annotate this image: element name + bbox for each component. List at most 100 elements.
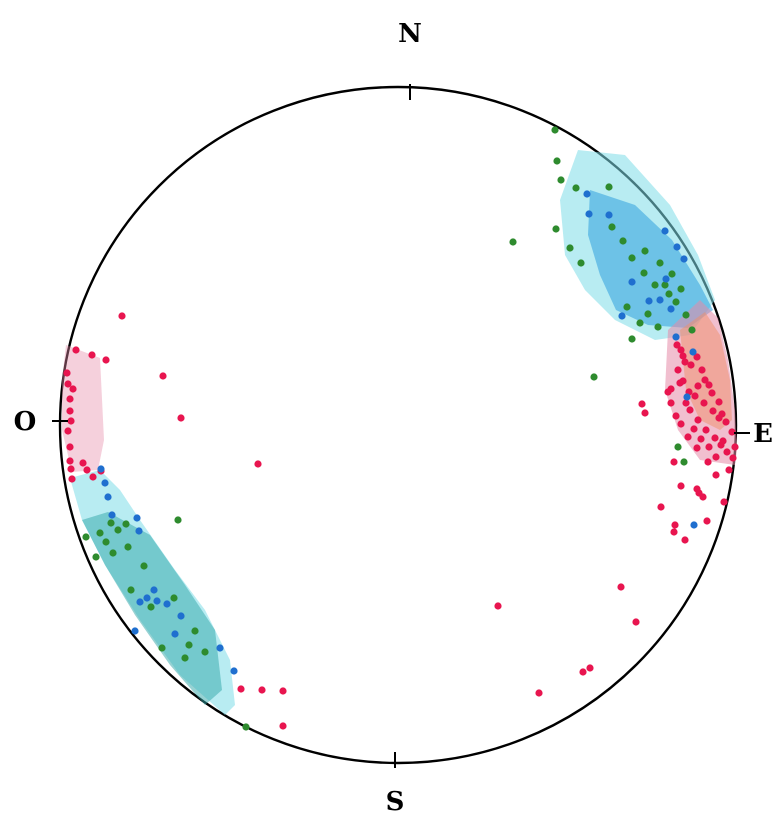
blue-pole-point — [689, 348, 697, 356]
blue-pole-point — [583, 190, 591, 198]
green-pole-point — [628, 254, 636, 262]
green-pole-point — [124, 543, 132, 551]
blue-pole-point — [661, 227, 669, 235]
green-pole-point — [566, 244, 574, 252]
blue-pole-point — [662, 275, 670, 283]
red-pole-point — [671, 521, 679, 529]
red-pole-point — [682, 399, 690, 407]
red-pole-point — [677, 420, 685, 428]
red-pole-point — [677, 482, 685, 490]
red-pole-point — [641, 409, 649, 417]
green-pole-point — [201, 648, 209, 656]
green-pole-point — [661, 281, 669, 289]
green-pole-point — [552, 225, 560, 233]
green-pole-point — [608, 223, 616, 231]
blue-pole-point — [101, 479, 109, 487]
red-pole-point — [237, 685, 245, 693]
red-pole-point — [693, 353, 701, 361]
green-pole-point — [680, 458, 688, 466]
red-pole-point — [708, 389, 716, 397]
red-pole-point — [177, 414, 185, 422]
red-pole-point — [681, 358, 689, 366]
red-pole-point — [638, 400, 646, 408]
red-pole-point — [684, 433, 692, 441]
red-pole-point — [670, 458, 678, 466]
green-pole-point — [509, 238, 517, 246]
green-pole-point — [92, 553, 100, 561]
red-pole-point — [723, 448, 731, 456]
blue-pole-point — [135, 527, 143, 535]
red-pole-point — [494, 602, 502, 610]
red-pole-point — [279, 722, 287, 730]
red-pole-point — [715, 398, 723, 406]
blue-zone-northeast — [588, 190, 713, 328]
red-pole-point — [72, 346, 80, 354]
red-pole-point — [102, 356, 110, 364]
blue-pole-point — [143, 594, 151, 602]
red-pole-point — [258, 686, 266, 694]
red-pole-point — [719, 437, 727, 445]
blue-pole-point — [153, 597, 161, 605]
green-pole-point — [641, 247, 649, 255]
red-pole-point — [687, 361, 695, 369]
green-pole-point — [651, 281, 659, 289]
red-pole-point — [697, 435, 705, 443]
blue-pole-set — [97, 190, 698, 675]
pink-zone-west — [62, 345, 104, 472]
east-label: E — [753, 419, 773, 449]
red-pole-point — [700, 399, 708, 407]
green-pole-point — [688, 326, 696, 334]
green-pole-point — [181, 654, 189, 662]
blue-pole-point — [104, 493, 112, 501]
blue-pole-point — [171, 630, 179, 638]
green-pole-point — [677, 285, 685, 293]
green-pole-point — [557, 176, 565, 184]
green-pole-point — [185, 641, 193, 649]
red-pole-point — [712, 471, 720, 479]
red-pole-point — [694, 416, 702, 424]
red-pole-point — [279, 687, 287, 695]
red-pole-point — [66, 457, 74, 465]
blue-pole-point — [680, 255, 688, 263]
red-pole-point — [705, 443, 713, 451]
green-pole-point — [114, 526, 122, 534]
red-pole-point — [681, 536, 689, 544]
blue-pole-point — [133, 514, 141, 522]
red-pole-point — [88, 351, 96, 359]
red-pole-point — [731, 443, 739, 451]
blue-pole-point — [618, 312, 626, 320]
blue-pole-point — [97, 465, 105, 473]
blue-pole-point — [131, 627, 139, 635]
red-pole-point — [705, 381, 713, 389]
green-pole-point — [623, 303, 631, 311]
red-pole-point — [673, 341, 681, 349]
red-pole-point — [701, 376, 709, 384]
red-pole-point — [617, 583, 625, 591]
green-pole-point — [628, 335, 636, 343]
green-pole-point — [654, 323, 662, 331]
green-pole-point — [605, 183, 613, 191]
blue-pole-point — [667, 305, 675, 313]
red-pole-point — [693, 444, 701, 452]
red-pole-point — [64, 380, 72, 388]
green-pole-point — [147, 603, 155, 611]
red-pole-point — [670, 528, 678, 536]
red-pole-point — [118, 312, 126, 320]
red-pole-point — [702, 426, 710, 434]
green-pole-point — [674, 443, 682, 451]
red-pole-point — [68, 475, 76, 483]
blue-pole-point — [136, 598, 144, 606]
green-pole-point — [191, 627, 199, 635]
red-pole-point — [63, 369, 71, 377]
green-pole-point — [127, 586, 135, 594]
blue-pole-point — [605, 211, 613, 219]
blue-pole-point — [690, 521, 698, 529]
red-pole-point — [722, 418, 730, 426]
red-pole-point — [694, 382, 702, 390]
red-pole-point — [679, 377, 687, 385]
green-pole-point — [553, 157, 561, 165]
red-pole-point — [254, 460, 262, 468]
red-pole-point — [709, 407, 717, 415]
red-pole-set — [63, 312, 739, 730]
